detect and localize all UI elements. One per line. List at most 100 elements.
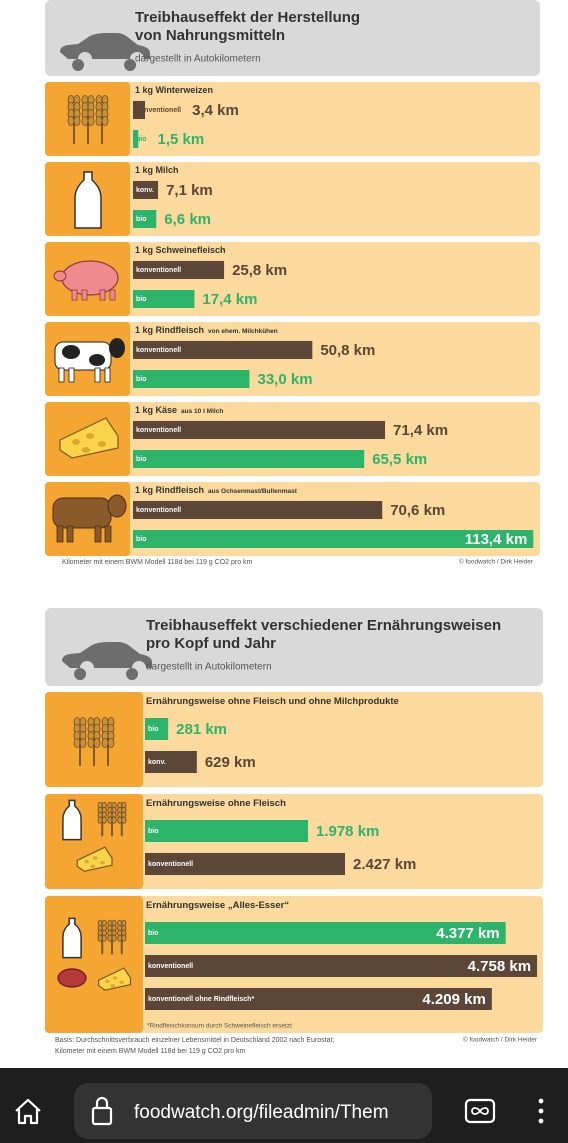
chart-title: Treibhauseffekt verschiedener Ernährungs… <box>146 617 501 634</box>
footnote: Kilometer mit einem BWM Modell 118d bei … <box>62 559 253 566</box>
panel-icon <box>67 95 109 144</box>
panel-icon <box>54 338 125 383</box>
value-label: 17,4 km <box>202 291 257 308</box>
home-icon <box>15 1098 41 1125</box>
icon-part <box>84 859 90 864</box>
panel-label: 1 kg Rindfleisch aus Ochsenmast/Bullenmas… <box>135 485 298 495</box>
icon-part <box>104 367 111 383</box>
tabs-button[interactable] <box>464 1098 496 1124</box>
icon-part <box>112 976 118 980</box>
panel-icon <box>74 171 102 229</box>
bar-label: konventionell ohne Rindfleisch* <box>148 996 254 1003</box>
icon-part <box>67 116 75 126</box>
bar <box>133 130 139 148</box>
panel: 1 kg Winterweizen konventionell 3,4 km bio 1… <box>45 82 540 156</box>
value-label: 25,8 km <box>232 262 287 279</box>
icon-part <box>81 116 89 126</box>
value-label: 2.427 km <box>353 856 416 873</box>
icon-part <box>97 934 103 942</box>
panel-label: Ernährungsweise ohne Fleisch und ohne Mi… <box>146 696 399 707</box>
bar <box>133 501 383 519</box>
bar <box>133 341 313 359</box>
icon-part <box>101 934 107 942</box>
bar <box>145 853 345 875</box>
bar <box>133 210 157 228</box>
bar-label: bio <box>136 136 147 143</box>
panel-sublabel: aus 10 l Milch <box>181 408 223 415</box>
icon-part <box>93 738 101 748</box>
icon-part <box>58 367 65 383</box>
panel: 1 kg Käse aus 10 l Milch konventionell 71,4… <box>45 402 540 476</box>
bar-label: konventionell <box>136 507 181 514</box>
chart-subtitle: dargestellt in Autokilometern <box>135 54 261 65</box>
header <box>45 608 543 686</box>
panel-label: Ernährungsweise „Alles-Esser“ <box>146 900 289 911</box>
icon-part <box>117 816 123 824</box>
icon-area <box>45 896 143 1033</box>
icon-part <box>57 968 87 988</box>
panel-label: 1 kg Käse aus 10 l Milch <box>135 405 223 415</box>
icon-part <box>87 116 95 126</box>
icon-part <box>121 816 127 824</box>
icon-part <box>66 525 74 543</box>
value-label: 4.377 km <box>436 925 499 942</box>
panel-label: 1 kg Rindfleisch von ehem. Milchkühen <box>135 325 278 335</box>
icon-part <box>73 116 81 126</box>
icon-part <box>72 439 80 445</box>
icon-part <box>97 816 103 824</box>
icon-part <box>101 816 107 824</box>
bar <box>133 530 534 548</box>
credit: © foodwatch / Dirk Heider <box>459 558 534 566</box>
panel: Ernährungsweise ohne Fleisch und ohne Mi… <box>45 692 543 787</box>
icon-part <box>90 864 96 869</box>
chart-subtitle: dargestellt in Autokilometern <box>146 662 272 673</box>
icon-part <box>101 738 109 748</box>
panel-label: 1 kg Milch <box>135 165 179 175</box>
url-bar[interactable] <box>74 1083 432 1139</box>
bar-label: konv. <box>136 187 154 194</box>
bar-label: bio <box>136 296 147 303</box>
value-label: 629 km <box>205 754 256 771</box>
icon-part <box>62 345 80 359</box>
bar <box>133 370 250 388</box>
icon-part <box>52 497 112 529</box>
panel-note: *Rindfleischkonsum durch Schweinefleisch… <box>147 1023 292 1030</box>
panel-icon <box>73 717 115 766</box>
icon-part <box>92 856 98 860</box>
panel-label-main: 1 kg Schweinefleisch <box>135 245 226 255</box>
panel-label: 1 kg Winterweizen <box>135 85 213 95</box>
icon-part <box>81 289 88 301</box>
icon-part <box>107 494 127 518</box>
chart-title: von Nahrungsmitteln <box>135 27 285 44</box>
value-label: 1.978 km <box>316 823 379 840</box>
panel: 1 kg Schweinefleisch konventionell 25,8 km… <box>45 242 540 316</box>
bar-label: konventionell <box>136 427 181 434</box>
icon-part <box>109 289 116 301</box>
bar <box>145 988 492 1010</box>
icon-part <box>94 367 101 383</box>
icon-part <box>87 738 95 748</box>
value-label: 281 km <box>176 721 227 738</box>
icon-part <box>68 367 75 383</box>
value-label: 65,5 km <box>372 451 427 468</box>
bar-label: konventionell <box>136 107 181 114</box>
icon-part <box>82 447 90 453</box>
panel-icon <box>57 917 132 991</box>
icon-part <box>62 917 82 959</box>
icon-part <box>71 289 78 301</box>
panel-label-main: 1 kg Rindfleisch <box>135 325 204 335</box>
menu-button[interactable] <box>538 1098 544 1124</box>
chart-title: Treibhauseffekt der Herstellung <box>135 9 360 26</box>
icon-part <box>73 738 81 748</box>
bar-label: bio <box>136 376 147 383</box>
icon-part <box>109 338 125 358</box>
panel-label-main: Ernährungsweise ohne Fleisch und ohne Mi… <box>146 696 399 707</box>
icon-part <box>86 433 94 439</box>
home-button[interactable] <box>15 1098 41 1125</box>
icon-part <box>105 979 110 983</box>
bar-label: bio <box>148 930 159 937</box>
